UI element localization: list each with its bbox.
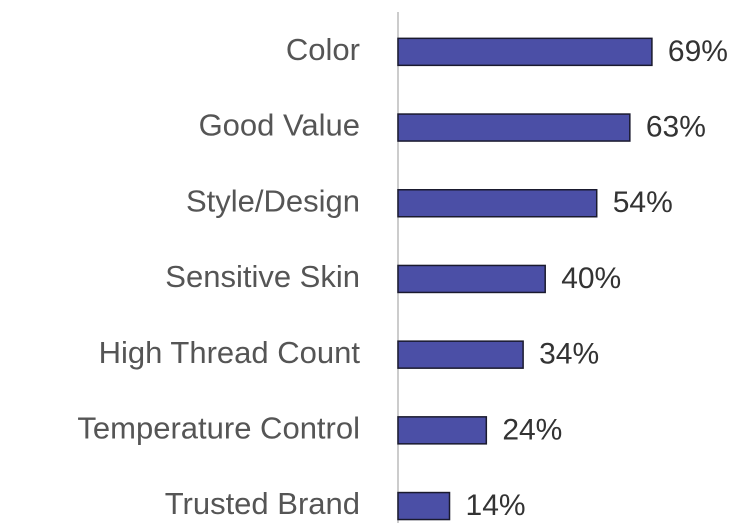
category-label: Temperature Control xyxy=(77,411,360,446)
category-label: Color xyxy=(286,32,360,67)
bar xyxy=(397,189,598,218)
category-label: Style/Design xyxy=(186,183,360,218)
value-label: 24% xyxy=(502,413,562,446)
value-label: 69% xyxy=(668,35,728,68)
bar xyxy=(397,37,653,67)
category-label: Trusted Brand xyxy=(165,486,360,521)
bar xyxy=(397,491,451,521)
category-label: Sensitive Skin xyxy=(165,259,360,294)
value-label: 34% xyxy=(539,338,599,371)
bar xyxy=(397,340,524,369)
value-label: 40% xyxy=(561,262,621,295)
value-label: 14% xyxy=(466,489,526,522)
value-label: 63% xyxy=(646,110,706,143)
bar xyxy=(397,264,546,294)
bar xyxy=(397,113,631,142)
value-label: 54% xyxy=(613,186,673,219)
category-label: Good Value xyxy=(199,108,360,143)
category-label: High Thread Count xyxy=(99,335,361,370)
bar xyxy=(397,416,488,445)
